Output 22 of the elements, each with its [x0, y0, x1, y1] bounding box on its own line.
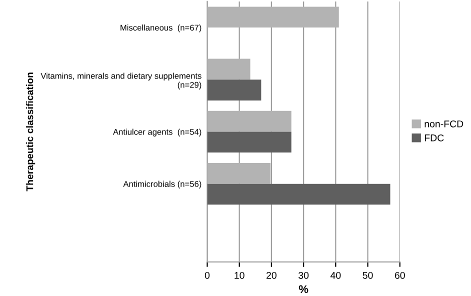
y-axis-title: Therapeutic classification: [26, 72, 36, 192]
x-tick-label: 10: [234, 272, 244, 279]
x-tick-label: 20: [266, 272, 276, 279]
bar: [207, 110, 292, 132]
x-tick-label: 60: [394, 272, 405, 279]
y-tick-label: Antimicrobials (n=56): [123, 180, 202, 189]
bar: [207, 184, 390, 205]
x-tick-label: 30: [298, 272, 309, 279]
legend-label: FDC: [424, 134, 444, 142]
y-tick-label: Antiulcer agents (n=54): [113, 128, 202, 136]
y-tick-label: Miscellaneous (n=67): [120, 24, 202, 32]
bar: [207, 80, 262, 100]
legend-label: non-FCD: [424, 120, 464, 128]
x-tick-label: 50: [362, 272, 373, 279]
bar: [207, 162, 270, 184]
x-axis-title: %: [298, 285, 308, 294]
bar: [207, 132, 292, 153]
x-tick-label: 0: [204, 272, 210, 279]
x-tick-label: 40: [330, 272, 341, 279]
y-tick-label: Vitamins, minerals and dietary supplements (n=29): [40, 72, 202, 90]
bar: [207, 6, 339, 28]
bar: [207, 58, 250, 80]
